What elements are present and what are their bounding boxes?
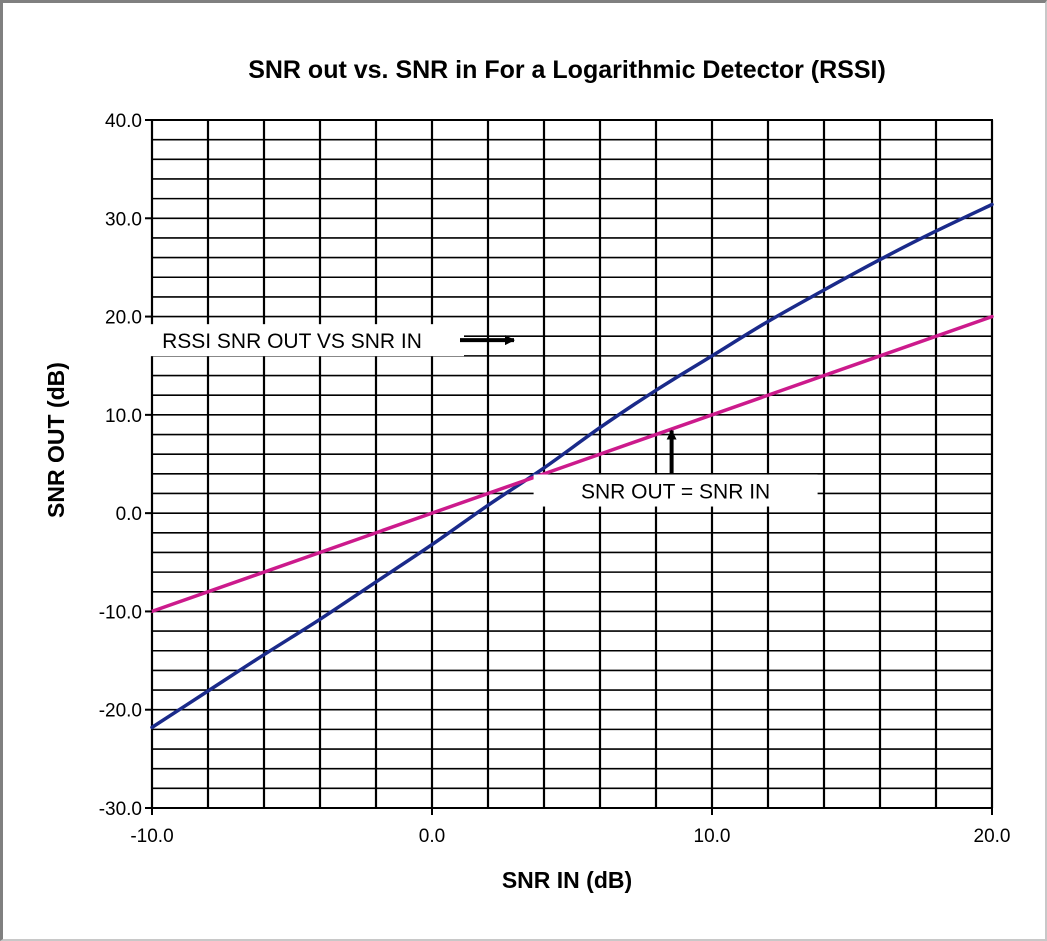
y-tick-label: -30.0 [99, 799, 142, 820]
annotation-rssi-label: RSSI SNR OUT VS SNR IN [162, 330, 422, 353]
y-tick-label: 0.0 [116, 504, 142, 525]
annotation-unity-background [533, 474, 818, 507]
y-tick-label: 10.0 [105, 406, 142, 427]
x-tick-label: 0.0 [419, 826, 445, 847]
x-tick-label: -10.0 [130, 826, 173, 847]
y-tick-label: -20.0 [99, 701, 142, 722]
plot-border [151, 119, 993, 809]
annotation-unity-label: SNR OUT = SNR IN [581, 481, 770, 504]
annotation-layer: RSSI SNR OUT VS SNR IN SNR OUT = SNR IN [120, 324, 818, 507]
y-tick-label: 40.0 [105, 111, 142, 132]
chart-title: SNR out vs. SNR in For a Logarithmic Det… [248, 56, 886, 84]
series-layer [150, 202, 994, 730]
x-axis-label: SNR IN (dB) [502, 867, 632, 893]
y-tick-label: 30.0 [105, 209, 142, 230]
series-unity-line [150, 314, 994, 614]
series-rssi-line [150, 202, 994, 730]
annotation-rssi: RSSI SNR OUT VS SNR IN [120, 324, 515, 357]
annotation-unity: SNR OUT = SNR IN [533, 429, 818, 507]
x-axis-ticks: -10.0 0.0 10.0 20.0 [130, 808, 1010, 847]
annotation-rssi-background [120, 324, 464, 357]
y-axis-ticks: -30.0 -20.0 -10.0 0.0 10.0 20.0 30.0 40.0 [99, 111, 152, 820]
x-tick-label: 20.0 [974, 826, 1011, 847]
x-tick-label: 10.0 [694, 826, 731, 847]
y-tick-label: 20.0 [105, 308, 142, 329]
y-tick-label: -10.0 [99, 602, 142, 623]
y-axis-label: SNR OUT (dB) [43, 362, 69, 518]
